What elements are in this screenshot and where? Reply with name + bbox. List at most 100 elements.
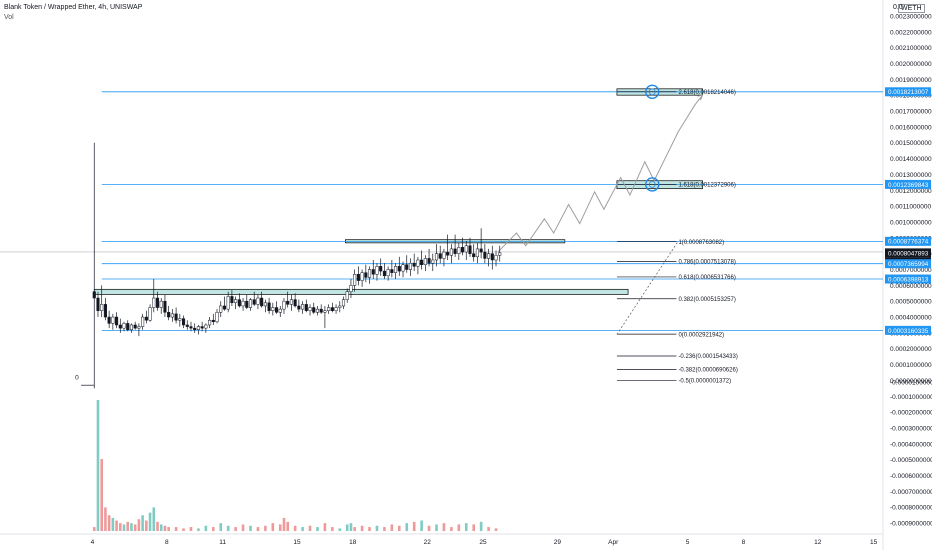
price-tick-label: -0.0005000000 <box>890 457 932 464</box>
volume-bar <box>133 524 137 531</box>
volume-bar <box>286 521 289 531</box>
candle-body <box>330 307 334 311</box>
candle-body <box>178 318 182 321</box>
time-tick-label: 8 <box>165 539 169 546</box>
price-tick-label: 0.0000000000 <box>890 378 932 385</box>
candle-body <box>397 266 401 272</box>
volume-bar <box>156 521 159 531</box>
price-tick-label: -0.0007000000 <box>890 489 932 496</box>
candle-body <box>464 245 468 253</box>
volume-bar <box>234 527 237 531</box>
price-tick-label: 0.0013000000 <box>890 172 932 179</box>
candle-body <box>334 307 338 311</box>
candle-body <box>412 262 416 267</box>
volume-bar <box>212 527 215 531</box>
price-axis-badge <box>885 87 931 97</box>
candle-body <box>129 324 134 330</box>
candle-body <box>252 299 256 305</box>
projected-price-path <box>497 94 703 253</box>
candle-body <box>122 323 126 329</box>
candle-body <box>159 300 163 308</box>
volume-bar <box>249 525 252 531</box>
price-axis-badge <box>885 325 931 335</box>
volume-bar <box>282 517 286 531</box>
candle-body <box>308 307 312 311</box>
candle-body <box>490 253 494 261</box>
candle-body <box>103 304 107 318</box>
candle-body <box>181 318 186 326</box>
target-circle <box>645 177 660 192</box>
time-tick-label: 22 <box>424 539 432 546</box>
candle-body <box>267 302 271 311</box>
candle-body <box>196 326 200 330</box>
candle-body <box>133 324 137 329</box>
support-resistance-zone <box>93 288 629 295</box>
candle-body <box>185 324 189 327</box>
candle-body <box>390 269 394 273</box>
volume-bar <box>271 523 275 531</box>
time-tick-label: 8 <box>742 539 746 546</box>
fib-level-label: 1.618(0.0012372906) <box>678 183 735 189</box>
candle-body <box>338 305 342 308</box>
volume-legend-label: Vol <box>4 14 14 21</box>
time-tick-label: 29 <box>554 539 562 546</box>
target-circle-inner <box>648 181 656 188</box>
price-axis-badge-label: 0.0008776374 <box>888 239 929 246</box>
candle-body <box>152 297 156 308</box>
volume-bar <box>420 520 423 531</box>
price-tick-label: 0.0012000000 <box>890 188 932 195</box>
time-tick-label: 15 <box>293 539 301 546</box>
candle-body <box>423 258 427 265</box>
price-tick-label: -0.0002000000 <box>890 410 932 417</box>
candle-body <box>427 258 431 264</box>
candle-body <box>460 247 465 253</box>
volume-bar <box>107 515 111 531</box>
volume-bar <box>494 528 498 531</box>
volume-bar <box>464 523 468 531</box>
candle-body <box>115 316 119 326</box>
price-tick-label: 0.0019000000 <box>890 77 932 84</box>
candle-body <box>167 312 171 318</box>
candle-body <box>100 304 104 311</box>
projection-arrowhead <box>697 94 704 101</box>
volume-bar <box>331 527 334 531</box>
volume-bar <box>442 523 446 531</box>
candle-body <box>211 319 215 323</box>
candle-body <box>394 266 398 273</box>
candle-body <box>442 251 446 259</box>
currency-badge[interactable]: WETH <box>898 4 925 13</box>
candle-body <box>155 297 160 308</box>
volume-bar <box>137 519 141 531</box>
price-tick-label: -0.0006000000 <box>890 473 932 480</box>
volume-bar <box>141 515 144 531</box>
fib-level-label: 0.382(0.0005153257) <box>678 297 735 303</box>
price-tick-label: 0.0020000000 <box>890 61 932 68</box>
volume-bar <box>349 523 353 531</box>
candle-body <box>408 262 413 270</box>
candle-body <box>364 272 368 278</box>
fib-level-label: -0.5(0.0000001372) <box>678 379 731 385</box>
price-tick-label: 0.0015000000 <box>890 140 932 147</box>
volume-bar <box>405 523 409 531</box>
volume-bar <box>278 524 282 531</box>
candle-body <box>494 254 498 261</box>
price-tick-label: -0.0008000000 <box>890 505 932 512</box>
candle-body <box>263 302 267 307</box>
candle-body <box>405 264 409 270</box>
candle-body <box>472 253 476 258</box>
candle-body <box>312 307 316 313</box>
fib-level-label: 2.618(0.0018214046) <box>678 90 735 96</box>
candle-body <box>92 291 96 299</box>
time-tick-label: 25 <box>479 539 487 546</box>
fib-level-label: 0(0.0002921942) <box>678 332 724 338</box>
price-tick-label: -0.0000100000 <box>890 380 932 387</box>
candle-body <box>356 274 360 281</box>
volume-bar <box>163 525 167 531</box>
candle-body <box>301 304 305 310</box>
volume-bar <box>126 521 130 531</box>
candle-body <box>200 326 204 329</box>
candle-body <box>371 269 375 275</box>
candle-body <box>379 266 383 272</box>
candle-body <box>260 297 264 307</box>
